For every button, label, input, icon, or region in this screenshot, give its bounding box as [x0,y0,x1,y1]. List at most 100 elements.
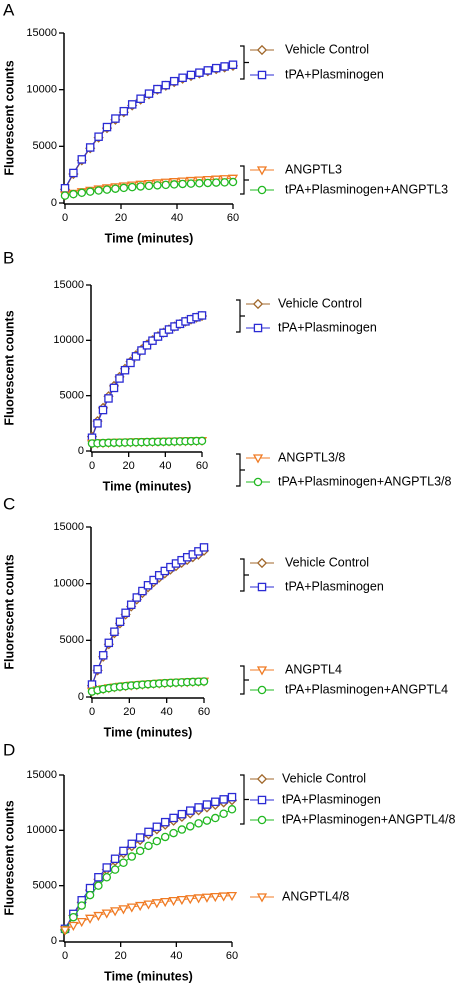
marker [119,858,128,868]
marker [185,895,196,905]
marker [227,792,237,802]
y-tick-label: 5000 [60,390,84,402]
marker [142,341,152,350]
legend-marker [256,773,268,785]
legend-label: tPA+Plasminogen [285,67,384,81]
x-tick-label: 0 [89,706,95,718]
marker [153,84,162,94]
marker [160,817,170,827]
x-tick-label: 20 [123,706,135,718]
marker [84,914,96,924]
y-tick-label: 5000 [60,634,84,646]
marker [60,191,70,200]
legend-marker [256,557,268,569]
marker [186,70,196,80]
x-tick-label: 60 [226,950,238,962]
marker [111,184,120,193]
marker [144,181,154,191]
marker [77,188,87,198]
y-axis-label: Fluorescent counts [2,800,16,915]
legend-marker [257,815,267,825]
marker [218,892,229,902]
y-tick-label: 0 [78,691,84,703]
marker [144,841,153,851]
marker [185,806,195,815]
marker [137,346,146,355]
marker [177,809,187,819]
y-tick-label: 15000 [26,769,57,781]
y-axis-label: Fluorescent counts [2,554,16,669]
legend-label: ANGPTL3/8 [278,450,345,464]
legend-bracket [236,299,245,333]
legend-marker [257,795,267,805]
y-tick-label: 5000 [33,140,57,152]
panel-label: C [3,494,15,513]
marker [211,63,221,73]
legend-marker [257,582,267,592]
marker [110,627,119,636]
marker [143,900,154,910]
legend-bracket [240,45,249,80]
y-tick-label: 0 [51,197,57,209]
series-line [64,808,233,931]
marker [197,436,207,446]
y-tick-label: 0 [51,935,57,947]
marker [202,816,212,825]
marker [59,926,71,936]
x-tick-label: 0 [62,950,68,962]
panel-label: D [3,740,15,759]
marker [143,581,153,590]
marker [152,822,162,832]
marker [211,797,220,807]
marker [226,891,238,902]
marker [115,374,124,383]
marker [60,184,70,193]
x-axis-label: Time (minutes) [105,231,194,245]
series-line [91,314,203,438]
legend-bracket [240,165,249,195]
marker [194,819,203,828]
marker [220,62,229,71]
marker [85,883,95,893]
legend-marker [252,298,264,310]
legend-label: ANGPTL4 [285,662,342,676]
legend-label: Vehicle Control [278,296,362,310]
y-tick-label: 15000 [53,521,84,533]
marker [104,394,113,403]
marker [193,894,204,904]
y-tick-label: 0 [78,445,84,457]
marker [110,854,120,864]
marker [152,836,162,846]
y-tick-label: 10000 [26,84,57,96]
legend-label: Vehicle Control [285,555,369,569]
x-tick-label: 40 [171,212,183,224]
legend-marker [253,477,263,487]
marker [169,813,178,823]
marker [109,907,121,917]
marker [120,365,130,375]
marker [149,575,158,585]
marker [68,921,79,932]
marker [115,617,125,626]
marker [126,903,137,913]
legend-label: tPA+Plasminogen+ANGPTL3 [285,182,448,196]
marker [69,168,78,178]
legend-marker [256,893,268,903]
marker [160,897,171,908]
marker [131,352,141,361]
marker [127,839,137,849]
marker [203,178,213,188]
series-line [64,64,234,189]
marker [176,895,188,906]
series-line [91,315,203,437]
marker [110,865,120,874]
marker [111,114,120,123]
marker [135,846,145,856]
marker [160,832,170,842]
legend-marker [257,685,267,695]
marker [169,76,179,86]
legend-marker [256,166,268,176]
legend-label: tPA+Plasminogen+ANGPTL4/8 [282,812,456,826]
marker [219,795,228,804]
marker [136,94,145,103]
